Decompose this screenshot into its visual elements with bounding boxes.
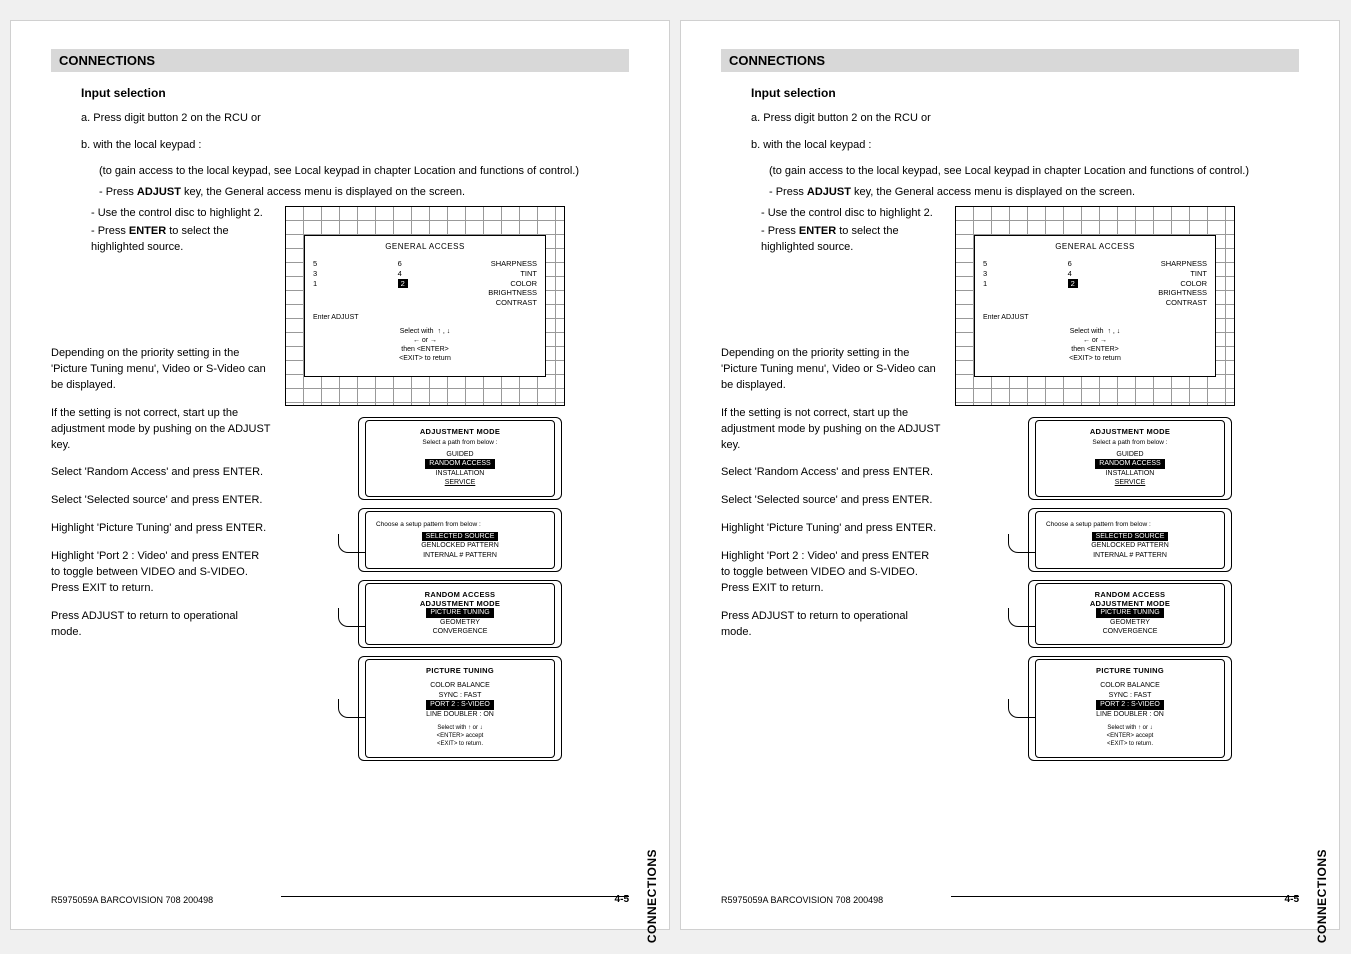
- input-selection-heading: Input selection: [81, 86, 629, 100]
- menu-picture-tuning: PICTURE TUNING COLOR BALANCE SYNC : FAST…: [1035, 659, 1225, 757]
- general-access-screen: GENERAL ACCESS 5 3 1 6 4 2: [955, 206, 1235, 406]
- menu-picture-tuning: PICTURE TUNING COLOR BALANCE SYNC : FAST…: [365, 659, 555, 757]
- note-1: (to gain access to the local keypad, see…: [99, 163, 629, 180]
- side-label: CONNECTIONS: [1315, 849, 1329, 943]
- para-2: If the setting is not correct, start up …: [51, 406, 271, 454]
- ga-enter: Enter ADJUST: [983, 314, 1207, 321]
- note-2: - Press ADJUST key, the General access m…: [769, 184, 1299, 201]
- footer-right: 4-5: [1285, 894, 1299, 905]
- page-left: CONNECTIONS Input selection a. Press dig…: [10, 20, 670, 930]
- footer-left: R5975059A BARCOVISION 708 200498: [51, 895, 213, 905]
- para-4: Select 'Selected source' and press ENTER…: [721, 493, 941, 509]
- para-4: Select 'Selected source' and press ENTER…: [51, 493, 271, 509]
- left-column: - Use the control disc to highlight 2. -…: [51, 206, 271, 758]
- side-label: CONNECTIONS: [645, 849, 659, 943]
- para-1: Depending on the priority setting in the…: [721, 346, 941, 394]
- ga-title: GENERAL ACCESS: [983, 242, 1207, 251]
- menu-adjustment-mode: ADJUSTMENT MODE Select a path from below…: [1035, 420, 1225, 497]
- input-selection-heading: Input selection: [751, 86, 1299, 100]
- general-access-screen: GENERAL ACCESS 5 3 1 6 4 2: [285, 206, 565, 406]
- menu-setup-pattern: Choose a setup pattern from below : SELE…: [365, 511, 555, 569]
- ga-col3: SHARPNESS TINT COLOR BRIGHTNESS CONTRAST: [1158, 259, 1207, 308]
- ga-col2: 6 4 2: [1068, 259, 1078, 308]
- para-6: Highlight 'Port 2 : Video' and press ENT…: [721, 549, 941, 597]
- instr-1: - Use the control disc to highlight 2.: [91, 206, 271, 222]
- para-2: If the setting is not correct, start up …: [721, 406, 941, 454]
- para-6: Highlight 'Port 2 : Video' and press ENT…: [51, 549, 271, 597]
- line-a: a. Press digit button 2 on the RCU or: [751, 110, 1299, 127]
- ga-title: GENERAL ACCESS: [313, 242, 537, 251]
- note-2: - Press ADJUST key, the General access m…: [99, 184, 629, 201]
- ga-col1: 5 3 1: [983, 259, 987, 308]
- para-6b: Press ADJUST to return to operational mo…: [721, 609, 941, 641]
- para-3: Select 'Random Access' and press ENTER.: [51, 465, 271, 481]
- right-column: GENERAL ACCESS 5 3 1 6 4 2: [955, 206, 1265, 758]
- menu-random-access: RANDOM ACCESS ADJUSTMENT MODE PICTURE TU…: [365, 583, 555, 645]
- line-b: b. with the local keypad :: [751, 137, 1299, 154]
- footer-right: 4-5: [615, 894, 629, 905]
- ga-enter: Enter ADJUST: [313, 314, 537, 321]
- instr-2: - Press ENTER to select the highlighted …: [91, 224, 271, 256]
- page-right: CONNECTIONS Input selection a. Press dig…: [680, 20, 1340, 930]
- instr-2: - Press ENTER to select the highlighted …: [761, 224, 941, 256]
- note-1: (to gain access to the local keypad, see…: [769, 163, 1299, 180]
- para-5: Highlight 'Picture Tuning' and press ENT…: [51, 521, 271, 537]
- instr-1: - Use the control disc to highlight 2.: [761, 206, 941, 222]
- right-column: GENERAL ACCESS 5 3 1 6 4 2: [285, 206, 595, 758]
- section-header: CONNECTIONS: [51, 49, 629, 72]
- para-6b: Press ADJUST to return to operational mo…: [51, 609, 271, 641]
- ga-col3: SHARPNESS TINT COLOR BRIGHTNESS CONTRAST: [488, 259, 537, 308]
- para-5: Highlight 'Picture Tuning' and press ENT…: [721, 521, 941, 537]
- footer-left: R5975059A BARCOVISION 708 200498: [721, 895, 883, 905]
- line-b: b. with the local keypad :: [81, 137, 629, 154]
- left-column: - Use the control disc to highlight 2. -…: [721, 206, 941, 758]
- menu-random-access: RANDOM ACCESS ADJUSTMENT MODE PICTURE TU…: [1035, 583, 1225, 645]
- ga-col2: 6 4 2: [398, 259, 408, 308]
- footer-rule: [951, 896, 1299, 897]
- para-1: Depending on the priority setting in the…: [51, 346, 271, 394]
- menu-adjustment-mode: ADJUSTMENT MODE Select a path from below…: [365, 420, 555, 497]
- menu-setup-pattern: Choose a setup pattern from below : SELE…: [1035, 511, 1225, 569]
- section-header: CONNECTIONS: [721, 49, 1299, 72]
- para-3: Select 'Random Access' and press ENTER.: [721, 465, 941, 481]
- line-a: a. Press digit button 2 on the RCU or: [81, 110, 629, 127]
- ga-col1: 5 3 1: [313, 259, 317, 308]
- footer-rule: [281, 896, 629, 897]
